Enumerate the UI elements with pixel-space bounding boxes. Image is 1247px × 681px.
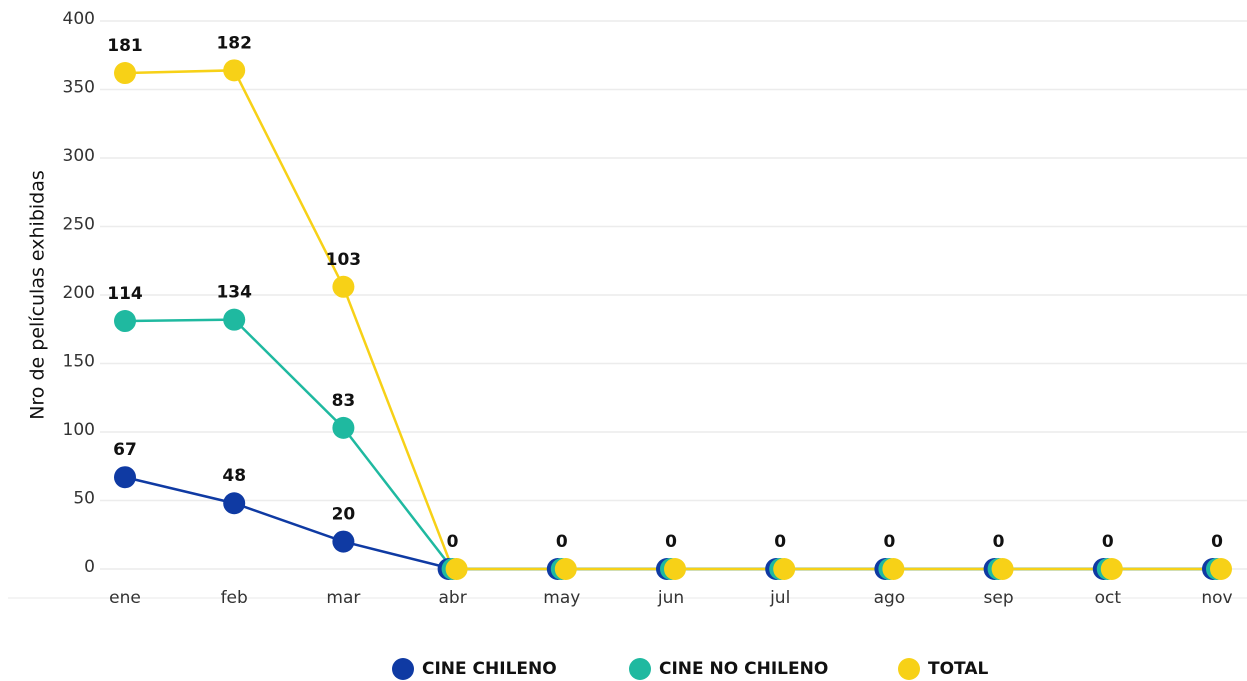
x-tick-label: abr <box>438 588 466 608</box>
point <box>114 466 136 489</box>
point <box>114 62 136 85</box>
data-label: 0 <box>1211 532 1223 552</box>
data-label: 83 <box>332 391 356 411</box>
point <box>332 530 355 553</box>
point <box>991 558 1014 580</box>
point <box>773 558 796 580</box>
x-tick-label: oct <box>1095 588 1122 608</box>
data-label: 0 <box>1102 532 1114 552</box>
data-label: 114 <box>107 284 143 304</box>
point <box>554 558 577 580</box>
y-axis-title: Nro de películas exhibidas <box>27 170 49 420</box>
point <box>332 416 355 439</box>
data-label: 0 <box>447 532 459 552</box>
legend-marker <box>392 658 414 680</box>
y-tick-label: 150 <box>63 352 95 372</box>
data-label: 0 <box>993 532 1005 552</box>
y-tick-label: 50 <box>73 489 95 509</box>
legend-marker <box>629 658 651 680</box>
x-tick-label: ene <box>109 588 141 608</box>
x-tick-label: jul <box>769 588 790 608</box>
data-label: 67 <box>113 440 137 460</box>
legend-label: CINE NO CHILENO <box>659 659 828 679</box>
data-label: 103 <box>326 250 362 270</box>
legend-marker <box>898 658 920 680</box>
point <box>332 275 355 298</box>
x-tick-label: jun <box>657 588 684 608</box>
x-tick-label: ago <box>874 588 906 608</box>
data-label: 0 <box>665 532 677 552</box>
x-tick-label: sep <box>984 588 1014 608</box>
y-tick-label: 0 <box>84 557 95 577</box>
y-tick-label: 200 <box>63 283 95 303</box>
data-label: 0 <box>774 532 786 552</box>
x-tick-label: mar <box>326 588 360 608</box>
point <box>1210 558 1232 580</box>
x-tick-label: feb <box>221 588 248 608</box>
data-label: 182 <box>216 33 252 53</box>
data-label: 48 <box>222 466 246 486</box>
point <box>445 558 468 580</box>
point <box>882 558 905 580</box>
y-tick-label: 100 <box>63 420 95 440</box>
point <box>223 308 246 331</box>
y-tick-label: 350 <box>63 78 95 98</box>
legend-label: TOTAL <box>928 659 988 679</box>
y-tick-label: 250 <box>63 215 95 235</box>
point <box>223 59 246 82</box>
series-line <box>124 69 1217 571</box>
legend-label: CINE CHILENO <box>422 659 557 679</box>
x-tick-label: nov <box>1201 588 1232 608</box>
y-tick-label: 400 <box>63 9 95 29</box>
y-tick-label: 300 <box>63 146 95 166</box>
series-line <box>124 475 1217 571</box>
point <box>223 492 246 515</box>
point <box>114 310 136 333</box>
data-label: 0 <box>883 532 895 552</box>
data-label: 20 <box>332 505 356 525</box>
point <box>1100 558 1123 580</box>
data-label: 181 <box>107 36 143 56</box>
x-tick-label: may <box>543 588 580 608</box>
point <box>664 558 686 580</box>
data-label: 134 <box>216 283 252 303</box>
data-label: 0 <box>556 532 568 552</box>
